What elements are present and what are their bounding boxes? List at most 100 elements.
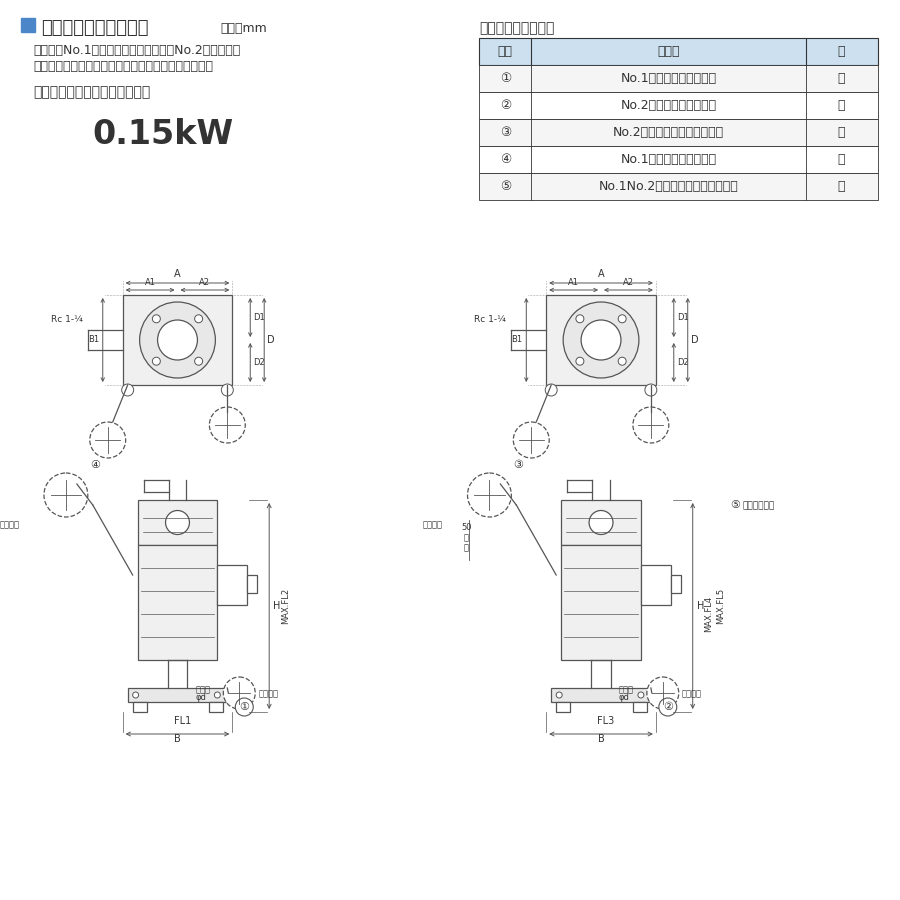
Bar [562, 545, 641, 660]
Bar [480, 38, 878, 65]
Text: 呼び径: 呼び径 [195, 685, 211, 694]
Bar [480, 65, 878, 92]
Circle shape [576, 357, 584, 365]
Text: H: H [697, 601, 704, 611]
Circle shape [210, 407, 246, 443]
Text: B1: B1 [87, 336, 99, 345]
Bar [633, 702, 647, 712]
Text: 停止水位: 停止水位 [258, 689, 278, 698]
Text: D1: D1 [677, 313, 688, 322]
Bar [138, 500, 218, 545]
Circle shape [132, 692, 139, 698]
Bar [21, 18, 35, 32]
Text: 赤: 赤 [838, 99, 845, 112]
Circle shape [633, 407, 669, 443]
Text: B: B [598, 734, 605, 744]
Text: ①: ① [500, 72, 511, 85]
Circle shape [647, 677, 679, 709]
Circle shape [194, 315, 202, 323]
Circle shape [467, 473, 511, 517]
Bar [546, 295, 656, 385]
Text: 記号: 記号 [498, 45, 513, 58]
Bar [132, 702, 147, 712]
Text: ③: ③ [513, 460, 523, 470]
Bar [480, 146, 878, 173]
Text: 以: 以 [464, 533, 469, 542]
Circle shape [122, 384, 133, 396]
Text: D: D [690, 335, 698, 345]
Text: ③: ③ [500, 126, 511, 139]
Text: ①: ① [239, 702, 249, 712]
Circle shape [194, 357, 202, 365]
Text: D2: D2 [677, 358, 688, 367]
Bar [210, 702, 223, 712]
Text: Rc 1-¼: Rc 1-¼ [474, 315, 507, 324]
Bar [480, 173, 878, 200]
Text: 呼び径: 呼び径 [619, 685, 634, 694]
Text: φd: φd [195, 693, 206, 702]
Text: 始動水位: 始動水位 [0, 520, 19, 529]
Circle shape [140, 302, 215, 378]
Text: 停止水位: 停止水位 [682, 689, 702, 698]
Text: φd: φd [619, 693, 630, 702]
Text: A: A [598, 269, 604, 279]
Circle shape [581, 320, 621, 360]
Text: 単位：mm: 単位：mm [220, 22, 267, 34]
Text: 始動水位: 始動水位 [423, 520, 443, 529]
Bar [248, 575, 257, 593]
Text: 自動形・自動交互形ベンド仕様: 自動形・自動交互形ベンド仕様 [33, 85, 150, 99]
Circle shape [618, 357, 626, 365]
Circle shape [223, 677, 256, 709]
Text: FL3: FL3 [598, 716, 615, 726]
Text: H: H [274, 601, 281, 611]
Text: ④: ④ [90, 460, 100, 470]
Text: 組み合わすことにより自動交互連動運転を行います。: 組み合わすことにより自動交互連動運転を行います。 [33, 59, 213, 73]
Circle shape [44, 473, 88, 517]
Circle shape [214, 692, 220, 698]
Text: No.1No.2ポンプ並列運転フロート: No.1No.2ポンプ並列運転フロート [598, 180, 739, 193]
Circle shape [90, 422, 126, 458]
Text: 並列運転水位: 並列運転水位 [742, 501, 775, 510]
Bar [128, 688, 228, 702]
Circle shape [152, 357, 160, 365]
Text: A2: A2 [200, 278, 211, 287]
Circle shape [638, 692, 644, 698]
Text: 上: 上 [464, 543, 469, 552]
Circle shape [166, 510, 190, 535]
Text: 外形据付寸法図（例）: 外形据付寸法図（例） [41, 19, 148, 37]
Circle shape [590, 510, 613, 535]
Circle shape [235, 698, 253, 716]
Text: MAX.FL2: MAX.FL2 [281, 588, 290, 624]
Text: 黄: 黄 [838, 153, 845, 166]
Circle shape [645, 384, 657, 396]
Text: MAX.FL5: MAX.FL5 [716, 588, 725, 624]
Circle shape [545, 384, 557, 396]
Text: ⑤: ⑤ [731, 500, 741, 510]
Circle shape [556, 692, 562, 698]
Circle shape [576, 315, 584, 323]
Text: FL1: FL1 [174, 716, 191, 726]
Circle shape [152, 315, 160, 323]
Circle shape [221, 384, 233, 396]
Bar [480, 119, 878, 146]
Bar [122, 295, 232, 385]
Text: 名　称: 名 称 [658, 45, 680, 58]
Text: 黄: 黄 [838, 126, 845, 139]
Text: A2: A2 [623, 278, 634, 287]
Bar [670, 575, 680, 593]
Text: D: D [267, 335, 274, 345]
Text: B: B [174, 734, 181, 744]
Text: ⑤: ⑤ [500, 180, 511, 193]
Bar [138, 545, 218, 660]
Bar [641, 565, 670, 605]
Text: 色: 色 [838, 45, 845, 58]
Bar [218, 565, 248, 605]
Bar [480, 92, 878, 119]
Bar [556, 702, 570, 712]
Text: No.1ポンプ停止フロート: No.1ポンプ停止フロート [621, 72, 717, 85]
Text: フロート名称・識別: フロート名称・識別 [480, 21, 554, 35]
Text: A1: A1 [568, 278, 579, 287]
Bar [562, 500, 641, 545]
Text: A1: A1 [145, 278, 156, 287]
Text: 0.15kW: 0.15kW [93, 119, 234, 151]
